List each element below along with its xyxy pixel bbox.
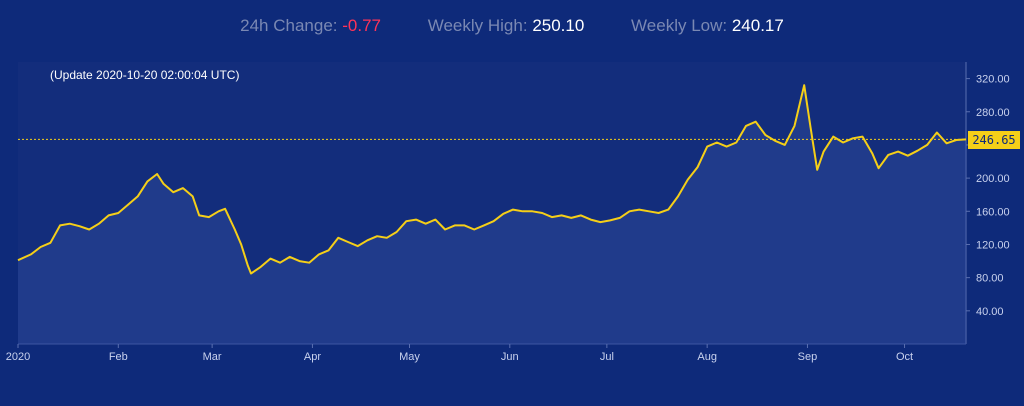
x-tick-label: Jun bbox=[501, 351, 519, 363]
x-tick-label: Jul bbox=[600, 351, 614, 363]
y-tick-label: 320.00 bbox=[976, 74, 1010, 86]
x-tick-label: May bbox=[399, 351, 420, 363]
y-tick-label: 160.00 bbox=[976, 206, 1010, 218]
y-tick-label: 80.00 bbox=[976, 273, 1004, 285]
x-tick-label: 2020 bbox=[6, 351, 30, 363]
stat-weekly-high: Weekly High: 250.10 bbox=[428, 16, 585, 36]
x-tick-label: Mar bbox=[203, 351, 222, 363]
price-area bbox=[18, 85, 966, 344]
y-tick-label: 280.00 bbox=[976, 107, 1010, 119]
x-tick-label: Aug bbox=[697, 351, 717, 363]
x-tick-label: Oct bbox=[896, 351, 913, 363]
x-tick-label: Feb bbox=[109, 351, 128, 363]
y-tick-label: 40.00 bbox=[976, 306, 1004, 318]
x-tick-label: Sep bbox=[798, 351, 818, 363]
x-axis: 2020 Feb Mar Apr May Jun Jul Aug Sep Oct bbox=[6, 344, 913, 363]
price-line[interactable] bbox=[17, 84, 967, 275]
y-tick-label: 120.00 bbox=[976, 239, 1010, 251]
x-tick-label: Apr bbox=[304, 351, 321, 363]
stat-label: Weekly Low: bbox=[631, 16, 728, 35]
y-axis: 40.0080.00120.00160.00200.00240.00280.00… bbox=[966, 74, 1010, 318]
stat-label: 24h Change: bbox=[240, 16, 338, 35]
stat-value: 250.10 bbox=[532, 16, 585, 35]
current-price-badge: 246.65 bbox=[968, 131, 1020, 149]
update-timestamp: (Update 2020-10-20 02:00:04 UTC) bbox=[50, 68, 240, 82]
stat-label: Weekly High: bbox=[427, 16, 528, 35]
stat-value: 240.17 bbox=[731, 16, 784, 35]
stat-value: -0.77 bbox=[342, 16, 381, 35]
y-tick-label: 200.00 bbox=[976, 173, 1010, 185]
stats-bar: 24h Change: -0.77 Weekly High: 250.10 We… bbox=[0, 16, 1024, 36]
stat-24h-change: 24h Change: -0.77 bbox=[240, 16, 381, 36]
stat-weekly-low: Weekly Low: 240.17 bbox=[631, 16, 784, 36]
